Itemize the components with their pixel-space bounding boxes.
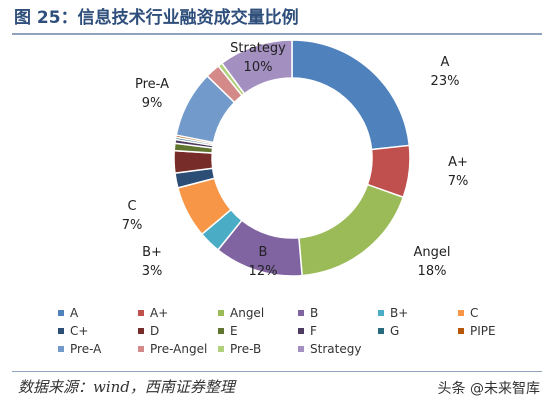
- legend-swatch: [218, 346, 224, 352]
- legend-item: Pre-Angel: [138, 342, 207, 356]
- legend-label: B+: [390, 306, 409, 320]
- slice-angel: [298, 183, 405, 277]
- title-divider: [12, 33, 542, 35]
- legend-swatch: [218, 310, 224, 316]
- slice-strategy: [220, 39, 293, 95]
- slice-label-value: 12%: [249, 264, 278, 279]
- legend-label: Pre-A: [70, 342, 102, 356]
- slice-label-name: Strategy: [230, 41, 286, 56]
- legend-label: C+: [70, 324, 89, 338]
- legend-swatch: [58, 328, 64, 334]
- legend-label: A+: [150, 306, 169, 320]
- slice-label-name: Angel: [414, 245, 451, 260]
- legend-item: PIPE: [458, 324, 496, 338]
- legend-swatch: [138, 346, 144, 352]
- slice-label-value: 7%: [122, 218, 143, 233]
- slice-label-name: A: [441, 55, 450, 70]
- legend-swatch: [378, 328, 384, 334]
- slice-label-value: 9%: [142, 96, 163, 111]
- legend-label: PIPE: [470, 324, 496, 338]
- slice-label-name: Pre-A: [135, 77, 169, 92]
- donut-chart: A 23% A+ 7% Angel 18% B 12% B+ 3% C 7% Pre-A 9% Strate…: [122, 39, 469, 279]
- legend-label: E: [230, 324, 238, 338]
- legend-swatch: [218, 328, 224, 334]
- legend-item: Strategy: [298, 342, 361, 356]
- slice-label-value: 7%: [448, 174, 469, 189]
- legend-swatch: [58, 346, 64, 352]
- source-note: 数据来源：wind，西南证券整理: [18, 378, 235, 396]
- legend-label: Angel: [230, 306, 265, 320]
- legend-label: A: [70, 306, 79, 320]
- legend-label: Strategy: [310, 342, 362, 356]
- legend-label: B: [310, 306, 319, 320]
- chart-title: 图 25：信息技术行业融资成交量比例: [14, 8, 299, 28]
- slice-label-name: B: [259, 245, 268, 260]
- legend-item: B+: [378, 306, 408, 320]
- legend-item: A: [58, 306, 78, 320]
- legend-swatch: [378, 310, 384, 316]
- watermark-text: 头条 @未来智库: [437, 381, 540, 397]
- legend-item: G: [378, 324, 399, 338]
- slice-label-name: B+: [142, 245, 162, 260]
- watermark: 头条 @未来智库: [438, 378, 540, 398]
- legend-swatch: [138, 328, 144, 334]
- slice-label-value: 18%: [418, 264, 447, 279]
- legend-label: Pre-Angel: [150, 342, 208, 356]
- legend-label: F: [310, 324, 317, 338]
- legend-swatch: [138, 310, 144, 316]
- donut-slices: [173, 39, 411, 277]
- legend-item: A+: [138, 306, 168, 320]
- legend-label: C: [470, 306, 479, 320]
- slice-label-name: C: [127, 199, 136, 214]
- slice-label-value: 10%: [244, 60, 273, 75]
- slice-a: [291, 39, 411, 151]
- source-divider: [12, 371, 542, 372]
- legend-swatch: [58, 310, 64, 316]
- legend-swatch: [298, 346, 304, 352]
- legend-label: Pre-B: [230, 342, 262, 356]
- legend-item: E: [218, 324, 238, 338]
- legend-swatch: [458, 328, 464, 334]
- legend-swatch: [298, 310, 304, 316]
- legend-item: D: [138, 324, 159, 338]
- legend-item: C: [458, 306, 478, 320]
- legend-item: Angel: [218, 306, 264, 320]
- slice-label-value: 3%: [142, 264, 163, 279]
- slice-label-name: A+: [448, 155, 468, 170]
- slice-labels: A 23% A+ 7% Angel 18% B 12% B+ 3% C 7% Pre-A 9% Strate…: [122, 41, 469, 279]
- legend-item: C+: [58, 324, 88, 338]
- legend-item: Pre-B: [218, 342, 261, 356]
- legend-swatch: [298, 328, 304, 334]
- legend-swatch: [458, 310, 464, 316]
- legend-item: Pre-A: [58, 342, 101, 356]
- legend-label: G: [390, 324, 400, 338]
- slice-label-value: 23%: [431, 74, 460, 89]
- legend-label: D: [150, 324, 160, 338]
- legend-item: B: [298, 306, 318, 320]
- legend-item: F: [298, 324, 317, 338]
